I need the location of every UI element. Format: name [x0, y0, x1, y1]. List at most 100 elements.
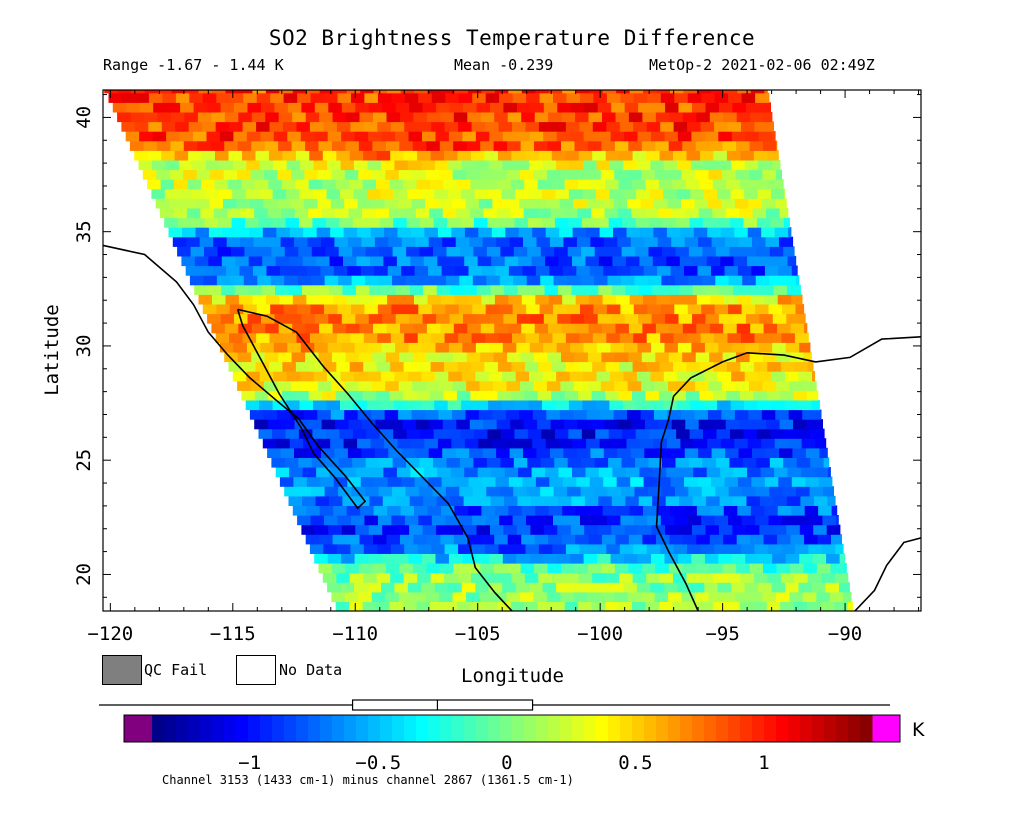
- heatmap-cell: [302, 467, 317, 478]
- heatmap-cell: [628, 351, 643, 363]
- heatmap-cell: [394, 371, 409, 382]
- heatmap-cell: [347, 236, 362, 247]
- heatmap-cell: [806, 419, 821, 430]
- heatmap-cell: [287, 131, 302, 142]
- heatmap-cell: [632, 601, 647, 611]
- heatmap-cell: [635, 217, 650, 228]
- heatmap-cell: [413, 534, 428, 545]
- heatmap-cell: [574, 351, 589, 363]
- heatmap-cell: [791, 265, 798, 276]
- heatmap-cell: [255, 150, 270, 161]
- heatmap-cell: [415, 207, 430, 219]
- heatmap-cell: [753, 179, 768, 190]
- heatmap-cell: [764, 294, 779, 305]
- heatmap-cell: [767, 543, 782, 554]
- heatmap-cell: [355, 524, 370, 535]
- heatmap-cell: [641, 591, 656, 602]
- heatmap-cell: [739, 419, 754, 430]
- heatmap-cell: [640, 409, 655, 420]
- heatmap-cell: [246, 131, 261, 142]
- heatmap-cell: [393, 217, 408, 228]
- heatmap-cell: [155, 198, 170, 209]
- heatmap-cell: [499, 515, 514, 526]
- heatmap-cell: [337, 92, 352, 103]
- heatmap-cell: [567, 275, 582, 286]
- heatmap-cell: [347, 265, 362, 276]
- heatmap-cell: [726, 601, 741, 611]
- heatmap-cell: [341, 524, 356, 535]
- heatmap-cell: [449, 313, 464, 324]
- heatmap-cell: [219, 159, 234, 171]
- heatmap-cell: [538, 361, 553, 372]
- heatmap-cell: [663, 399, 678, 411]
- heatmap-cell: [621, 275, 636, 286]
- heatmap-cell: [767, 572, 782, 583]
- heatmap-cell: [230, 275, 245, 286]
- heatmap-cell: [345, 351, 360, 363]
- heatmap-cell: [304, 169, 319, 180]
- heatmap-cell: [703, 188, 718, 199]
- heatmap-cell: [671, 447, 686, 458]
- heatmap-cell: [551, 361, 566, 372]
- heatmap-cell: [672, 179, 687, 190]
- heatmap-cell: [563, 236, 578, 247]
- heatmap-cell: [268, 150, 283, 161]
- heatmap-cell: [624, 553, 639, 564]
- heatmap-cell: [382, 495, 397, 506]
- heatmap-cell: [583, 131, 598, 142]
- heatmap-cell: [566, 515, 581, 526]
- heatmap-cell: [784, 188, 786, 199]
- heatmap-cell: [532, 198, 547, 209]
- heatmap-cell: [502, 342, 517, 353]
- heatmap-cell: [213, 236, 228, 247]
- heatmap-cell: [728, 275, 743, 286]
- heatmap-cell: [561, 351, 576, 363]
- heatmap-cell: [668, 351, 683, 363]
- heatmap-cell: [704, 371, 719, 382]
- heatmap-cell: [688, 275, 703, 286]
- heatmap-cell: [671, 419, 686, 430]
- heatmap-cell: [395, 102, 410, 113]
- heatmap-cell: [507, 323, 522, 334]
- heatmap-cell: [785, 342, 800, 353]
- heatmap-cell: [626, 227, 641, 238]
- heatmap-cell: [498, 121, 513, 132]
- heatmap-cell: [422, 524, 437, 535]
- heatmap-cell: [368, 553, 383, 564]
- heatmap-cell: [418, 515, 433, 526]
- heatmap-cell: [755, 275, 770, 286]
- heatmap-cell: [515, 399, 530, 411]
- heatmap-cell: [608, 457, 623, 468]
- heatmap-cell: [475, 342, 490, 353]
- heatmap-cell: [353, 188, 368, 199]
- heatmap-cell: [736, 351, 751, 363]
- heatmap-cell: [259, 159, 274, 171]
- heatmap-cell: [699, 179, 714, 190]
- heatmap-cell: [785, 371, 800, 382]
- heatmap-cell: [685, 390, 700, 401]
- heatmap-cell: [599, 227, 614, 238]
- heatmap-cell: [330, 409, 345, 420]
- heatmap-cell: [305, 323, 320, 334]
- heatmap-cell: [617, 419, 632, 430]
- heatmap-cell: [732, 524, 747, 535]
- heatmap-cell: [290, 409, 305, 420]
- heatmap-cell: [343, 255, 358, 267]
- heatmap-cell: [489, 131, 504, 142]
- heatmap-cell: [475, 582, 490, 593]
- heatmap-cell: [314, 342, 329, 353]
- heatmap-cell: [570, 524, 585, 535]
- heatmap-cell: [709, 351, 724, 363]
- heatmap-cell: [357, 438, 372, 449]
- heatmap-cell: [300, 131, 315, 142]
- heatmap-cell: [613, 198, 628, 209]
- heatmap-cell: [730, 399, 745, 411]
- y-tick-label: 35: [73, 220, 95, 243]
- heatmap-cell: [207, 284, 222, 295]
- heatmap-cell: [520, 563, 535, 574]
- heatmap-cell: [551, 601, 566, 611]
- heatmap-cell: [233, 131, 248, 142]
- heatmap-cell: [254, 419, 269, 430]
- heatmap-cell: [485, 121, 500, 132]
- heatmap-cell: [683, 294, 698, 305]
